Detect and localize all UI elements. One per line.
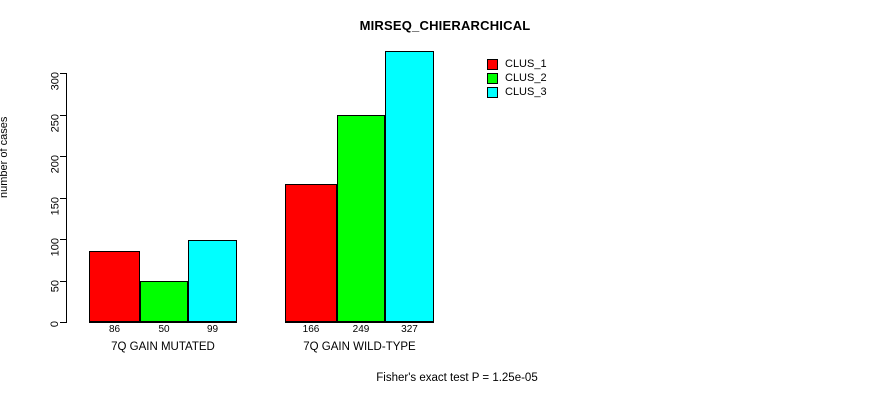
group-baseline <box>285 322 434 323</box>
y-axis-title: number of cases <box>0 116 10 198</box>
footer-annotation: Fisher's exact test P = 1.25e-05 <box>0 372 890 384</box>
y-axis-tick-mark <box>60 239 66 240</box>
legend-label: CLUS_1 <box>505 58 547 70</box>
bar-7q-gain-wild-type-clus_1[interactable] <box>285 184 337 322</box>
legend-color-swatch <box>487 59 498 70</box>
y-axis-tick-mark <box>60 73 66 74</box>
bar-7q-gain-mutated-clus_3[interactable] <box>188 239 237 322</box>
bar-value-label: 86 <box>108 324 121 335</box>
chart-title: MIRSEQ_CHIERARCHICAL <box>359 18 531 33</box>
bar-value-label: 99 <box>206 324 219 335</box>
bar-value-label: 166 <box>302 324 320 335</box>
bar-7q-gain-mutated-clus_2[interactable] <box>140 280 188 322</box>
legend-color-swatch <box>487 87 498 98</box>
bar-7q-gain-wild-type-clus_3[interactable] <box>385 50 434 322</box>
y-axis-tick-mark <box>60 322 66 323</box>
y-axis-tick-mark <box>60 280 66 282</box>
group-axis-label: 7Q GAIN MUTATED <box>111 341 215 353</box>
bar-value-label: 327 <box>401 324 418 335</box>
bar-7q-gain-mutated-clus_1[interactable] <box>89 250 140 322</box>
legend-color-swatch <box>487 73 498 84</box>
bar-7q-gain-wild-type-clus_2[interactable] <box>337 115 385 322</box>
legend-label: CLUS_3 <box>505 86 547 98</box>
group-axis-label: 7Q GAIN WILD-TYPE <box>303 341 416 353</box>
fisher-test-text: Fisher's exact test P = 1.25e-05 <box>376 372 538 384</box>
y-axis-line <box>66 73 67 323</box>
y-axis-tick-mark <box>60 197 66 199</box>
bar-value-label: 249 <box>352 324 370 335</box>
legend-label: CLUS_2 <box>505 72 547 84</box>
y-axis-tick-mark <box>60 114 66 116</box>
y-axis-tick-mark <box>60 156 66 157</box>
group-baseline <box>89 322 237 323</box>
bar-value-label: 50 <box>158 324 170 335</box>
